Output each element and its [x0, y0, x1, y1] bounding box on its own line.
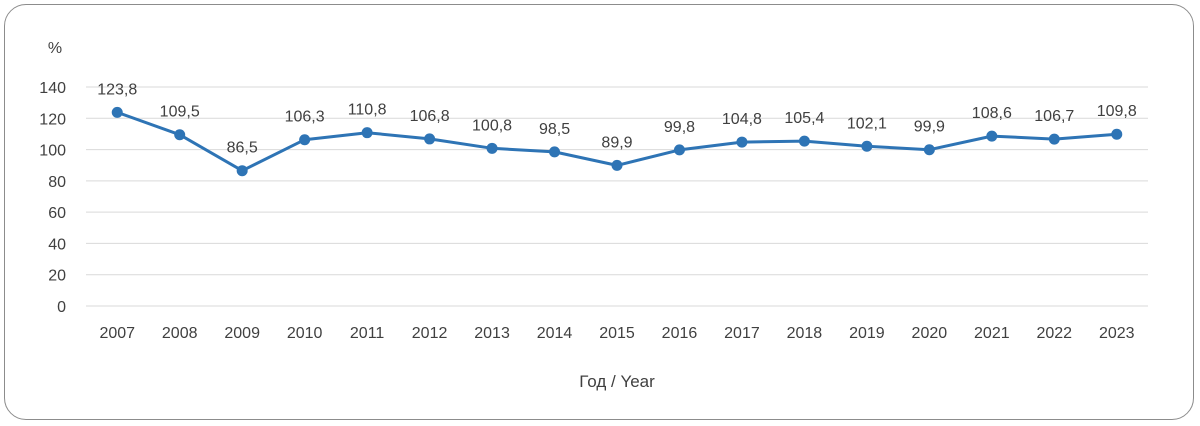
- data-point: [861, 140, 873, 152]
- x-tick-label: 2010: [287, 325, 323, 342]
- y-tick-label: 100: [39, 143, 66, 160]
- data-point: [798, 135, 810, 147]
- y-tick-label: 40: [48, 236, 66, 253]
- y-tick-labels: 0 20 40 60 80 100 120 140: [39, 80, 66, 316]
- data-points: [111, 106, 1123, 177]
- data-point: [299, 134, 311, 146]
- x-tick-label: 2022: [1036, 325, 1072, 342]
- data-point: [736, 136, 748, 148]
- data-label: 86,5: [227, 140, 258, 157]
- data-point: [986, 130, 998, 142]
- data-label: 99,8: [664, 119, 695, 136]
- x-tick-label: 2007: [99, 325, 135, 342]
- data-point: [1048, 133, 1060, 145]
- data-point: [111, 106, 123, 118]
- x-tick-label: 2018: [787, 325, 823, 342]
- x-axis-title: Год / Year: [579, 372, 655, 391]
- data-label: 99,9: [914, 119, 945, 136]
- data-point: [611, 159, 623, 171]
- data-point: [174, 129, 186, 141]
- data-label: 106,3: [285, 109, 325, 126]
- data-labels: 123,8 109,5 86,5 106,3 110,8 106,8 100,8 98,5 89…: [97, 81, 1137, 156]
- data-point: [236, 165, 248, 177]
- data-label: 102,1: [847, 115, 887, 132]
- data-label: 104,8: [722, 111, 762, 128]
- data-label: 89,9: [601, 134, 632, 151]
- data-label: 123,8: [97, 81, 137, 98]
- data-label: 108,6: [972, 105, 1012, 122]
- data-point: [486, 142, 498, 154]
- grid-lines: [86, 86, 1148, 307]
- x-tick-label: 2014: [537, 325, 573, 342]
- y-tick-label: 120: [39, 111, 66, 128]
- data-label: 109,8: [1097, 103, 1137, 120]
- data-point: [1111, 128, 1123, 140]
- x-tick-label: 2017: [724, 325, 760, 342]
- x-tick-label: 2013: [474, 325, 510, 342]
- y-tick-label: 140: [39, 80, 66, 97]
- data-label: 106,7: [1034, 108, 1074, 125]
- data-point: [424, 133, 436, 145]
- data-label: 109,5: [160, 104, 200, 121]
- data-label: 98,5: [539, 121, 570, 138]
- data-label: 106,8: [410, 108, 450, 125]
- data-label: 105,4: [784, 110, 824, 127]
- x-tick-label: 2012: [412, 325, 448, 342]
- data-point: [673, 144, 685, 156]
- data-label: 110,8: [348, 102, 387, 119]
- data-point: [549, 146, 561, 158]
- data-point: [361, 127, 373, 139]
- x-tick-label: 2020: [912, 325, 948, 342]
- x-tick-label: 2021: [974, 325, 1010, 342]
- x-tick-label: 2019: [849, 325, 885, 342]
- x-tick-label: 2023: [1099, 325, 1135, 342]
- x-tick-label: 2016: [662, 325, 698, 342]
- x-tick-labels: 2007 2008 2009 2010 2011 2012 2013 2014 2015 2016…: [99, 325, 1134, 342]
- y-tick-label: 60: [48, 205, 66, 222]
- data-label: 100,8: [472, 117, 512, 134]
- y-axis-unit: %: [48, 40, 62, 57]
- y-tick-label: 80: [48, 174, 66, 191]
- x-tick-label: 2008: [162, 325, 198, 342]
- x-tick-label: 2009: [224, 325, 260, 342]
- x-tick-label: 2015: [599, 325, 635, 342]
- data-point: [923, 144, 935, 156]
- x-tick-label: 2011: [350, 325, 385, 342]
- y-tick-label: 20: [48, 268, 66, 285]
- y-tick-label: 0: [57, 299, 66, 316]
